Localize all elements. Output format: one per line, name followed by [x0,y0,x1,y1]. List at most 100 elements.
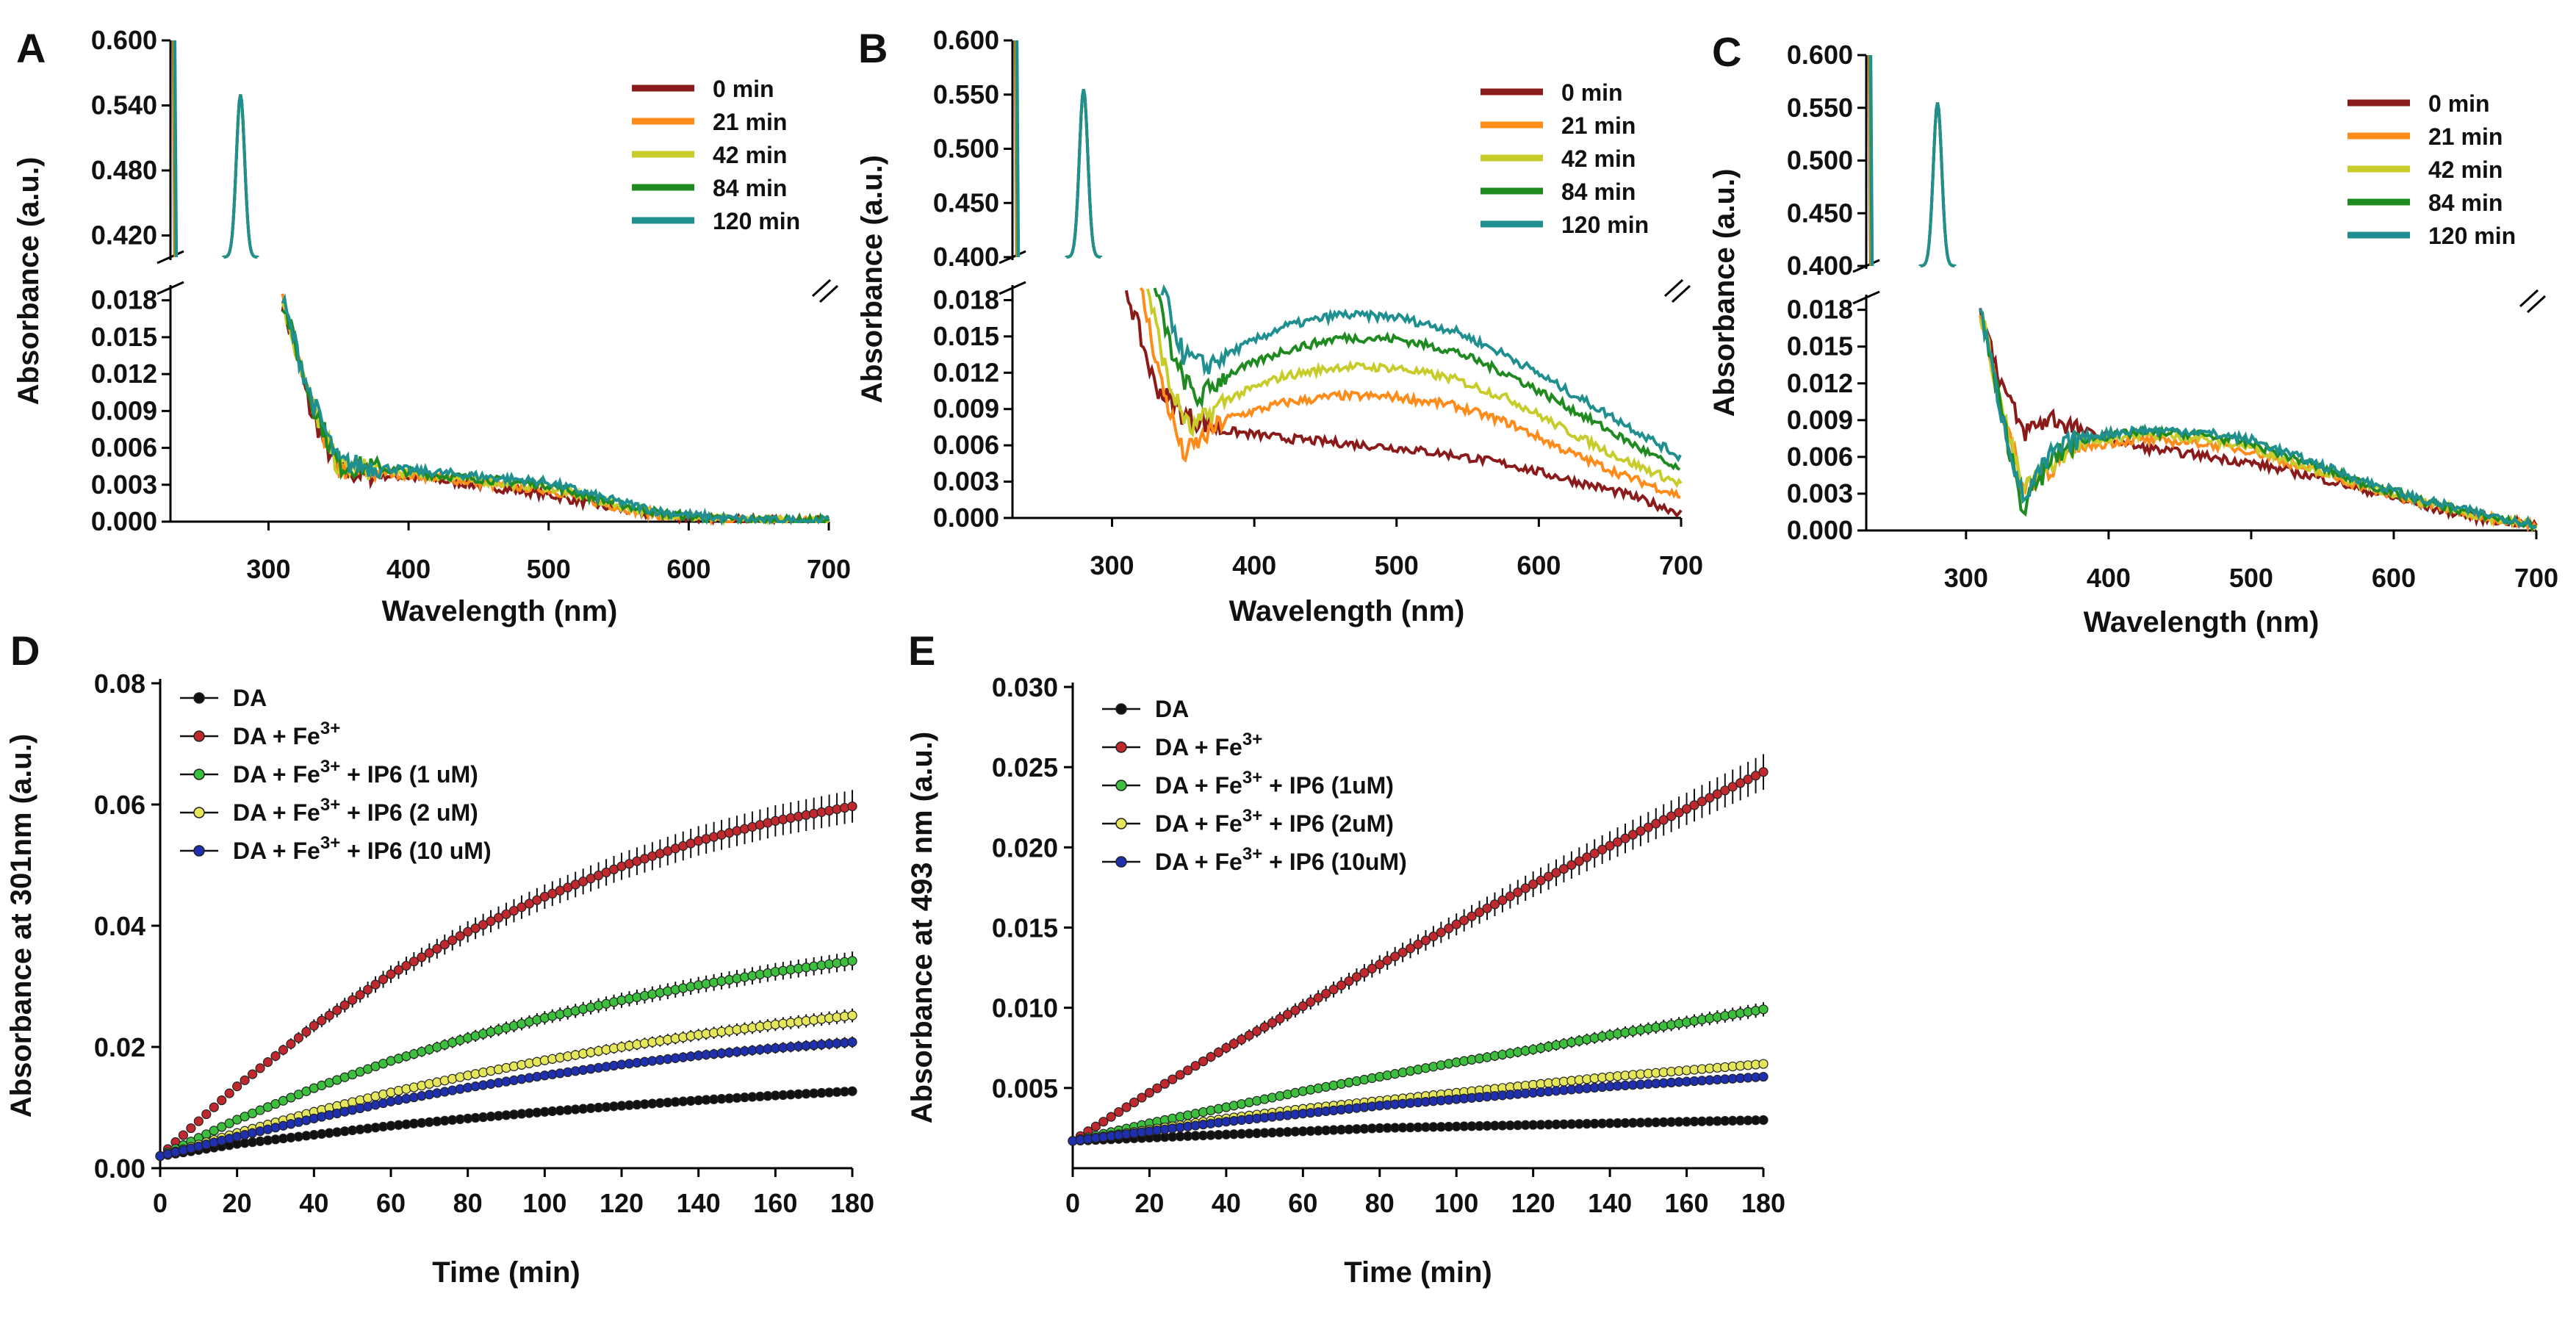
data-point [1497,895,1508,905]
series-2 [155,951,857,1162]
data-point [348,995,358,1005]
data-point [1436,927,1446,937]
series-0 [155,1086,857,1162]
y-tick-label: 0.600 [1787,40,1853,70]
legend-sup: 3+ [1242,730,1262,749]
legend-marker [193,845,205,857]
legend-label: DA + Fe3+ + IP6 (2 uM) [233,795,478,826]
data-point [1275,1013,1285,1024]
data-point [1543,871,1554,882]
data-point [262,1057,273,1068]
y-tick-label: 0.02 [94,1032,145,1062]
series-0 [1068,1115,1769,1146]
data-point [1720,785,1730,796]
series-1 [1068,754,1769,1146]
legend-label: 0 min [713,76,774,102]
data-point [1558,863,1569,874]
legend-label: 42 min [2428,156,2503,183]
data-point [1390,951,1400,962]
data-point [1175,1070,1185,1080]
legend-label: 42 min [1561,145,1636,172]
data-point [1658,815,1669,825]
data-point [201,1109,212,1120]
data-point [378,974,389,985]
data-point [455,931,465,941]
data-point [1413,939,1423,950]
data-point [363,985,373,995]
y-tick-label: 0.018 [91,285,157,315]
panel-D: 0.00 0.02 0.04 0.06 0.08 0 20 40 60 80 100 120 140 16… [5,627,874,1289]
legend-name: DA + Fe [233,761,320,788]
data-point [1505,891,1515,901]
data-point [1375,960,1385,970]
y-tick-label: 0.030 [992,672,1058,702]
data-point [393,965,404,975]
data-point [1206,1051,1216,1062]
data-point [1712,789,1722,799]
legend-marker [193,769,205,780]
x-tick-label: 600 [2372,563,2416,593]
x-tick-label: 140 [677,1188,721,1218]
data-point [1758,767,1769,777]
legend-name: DA + Fe [233,799,320,826]
x-tick-label: 160 [753,1188,797,1218]
data-point [1344,976,1354,987]
y-axis-label: Absorbance at 493 nm (a.u.) [906,732,938,1123]
data-point [847,1037,857,1048]
data-point [1106,1112,1116,1122]
y-tick-label: 0.600 [933,25,999,55]
data-point [1651,818,1661,829]
series-line-0-min [1979,308,2538,531]
data-point [1627,829,1638,840]
data-point [417,952,427,962]
y-tick-label: 0.006 [1787,442,1853,472]
series-line-21-min [1979,314,2538,533]
axis-break-left [156,250,184,295]
x-tick-label: 500 [1375,550,1419,580]
data-point [1228,1038,1239,1049]
data-point [1743,774,1753,785]
x-tick-label: 700 [1659,550,1703,580]
data-point [1213,1047,1224,1057]
y-tick-label: 0.540 [91,90,157,120]
series-line-120-min [1979,308,2537,529]
y-tick-label: 0.020 [992,832,1058,863]
legend-sup: 3+ [320,757,340,777]
legend-label: 120 min [2428,223,2516,249]
data-point [1282,1009,1293,1020]
x-tick-label: 0 [153,1188,168,1218]
data-point [370,979,381,990]
series-line-120-min [281,293,830,527]
y-tick-label: 0.600 [91,25,157,55]
legend-marker [193,730,205,742]
y-tick-label: 0.025 [992,752,1058,782]
data-point [1589,849,1600,859]
data-point [232,1081,242,1092]
series-4 [155,1036,857,1162]
data-point [1336,980,1347,990]
data-point [1489,899,1500,910]
y-axis-label: Absorbance at 301nm (a.u.) [5,734,37,1117]
data-point [224,1118,234,1129]
legend-sup: 3+ [1242,844,1262,864]
data-point [1144,1087,1155,1098]
data-point [1313,993,1323,1003]
data-point [1198,1056,1209,1067]
data-point [1551,868,1561,878]
data-point [1190,1061,1201,1071]
axis-break-right [811,278,839,303]
series-line-84-min [1153,287,1681,471]
data-point [1298,1001,1308,1012]
data-point [1267,1018,1278,1028]
x-tick-label: 60 [376,1188,406,1218]
panel-letter: B [858,25,888,71]
legend-label: DA + Fe3+ + IP6 (2uM) [1155,806,1394,837]
x-axis-label: Time (min) [432,1256,580,1289]
data-point [1428,931,1439,942]
data-point [1643,822,1653,832]
data-point [309,1021,319,1031]
data-point [1697,796,1708,807]
x-tick-label: 80 [453,1188,483,1218]
series-line-uv-120-min [1015,40,1103,259]
